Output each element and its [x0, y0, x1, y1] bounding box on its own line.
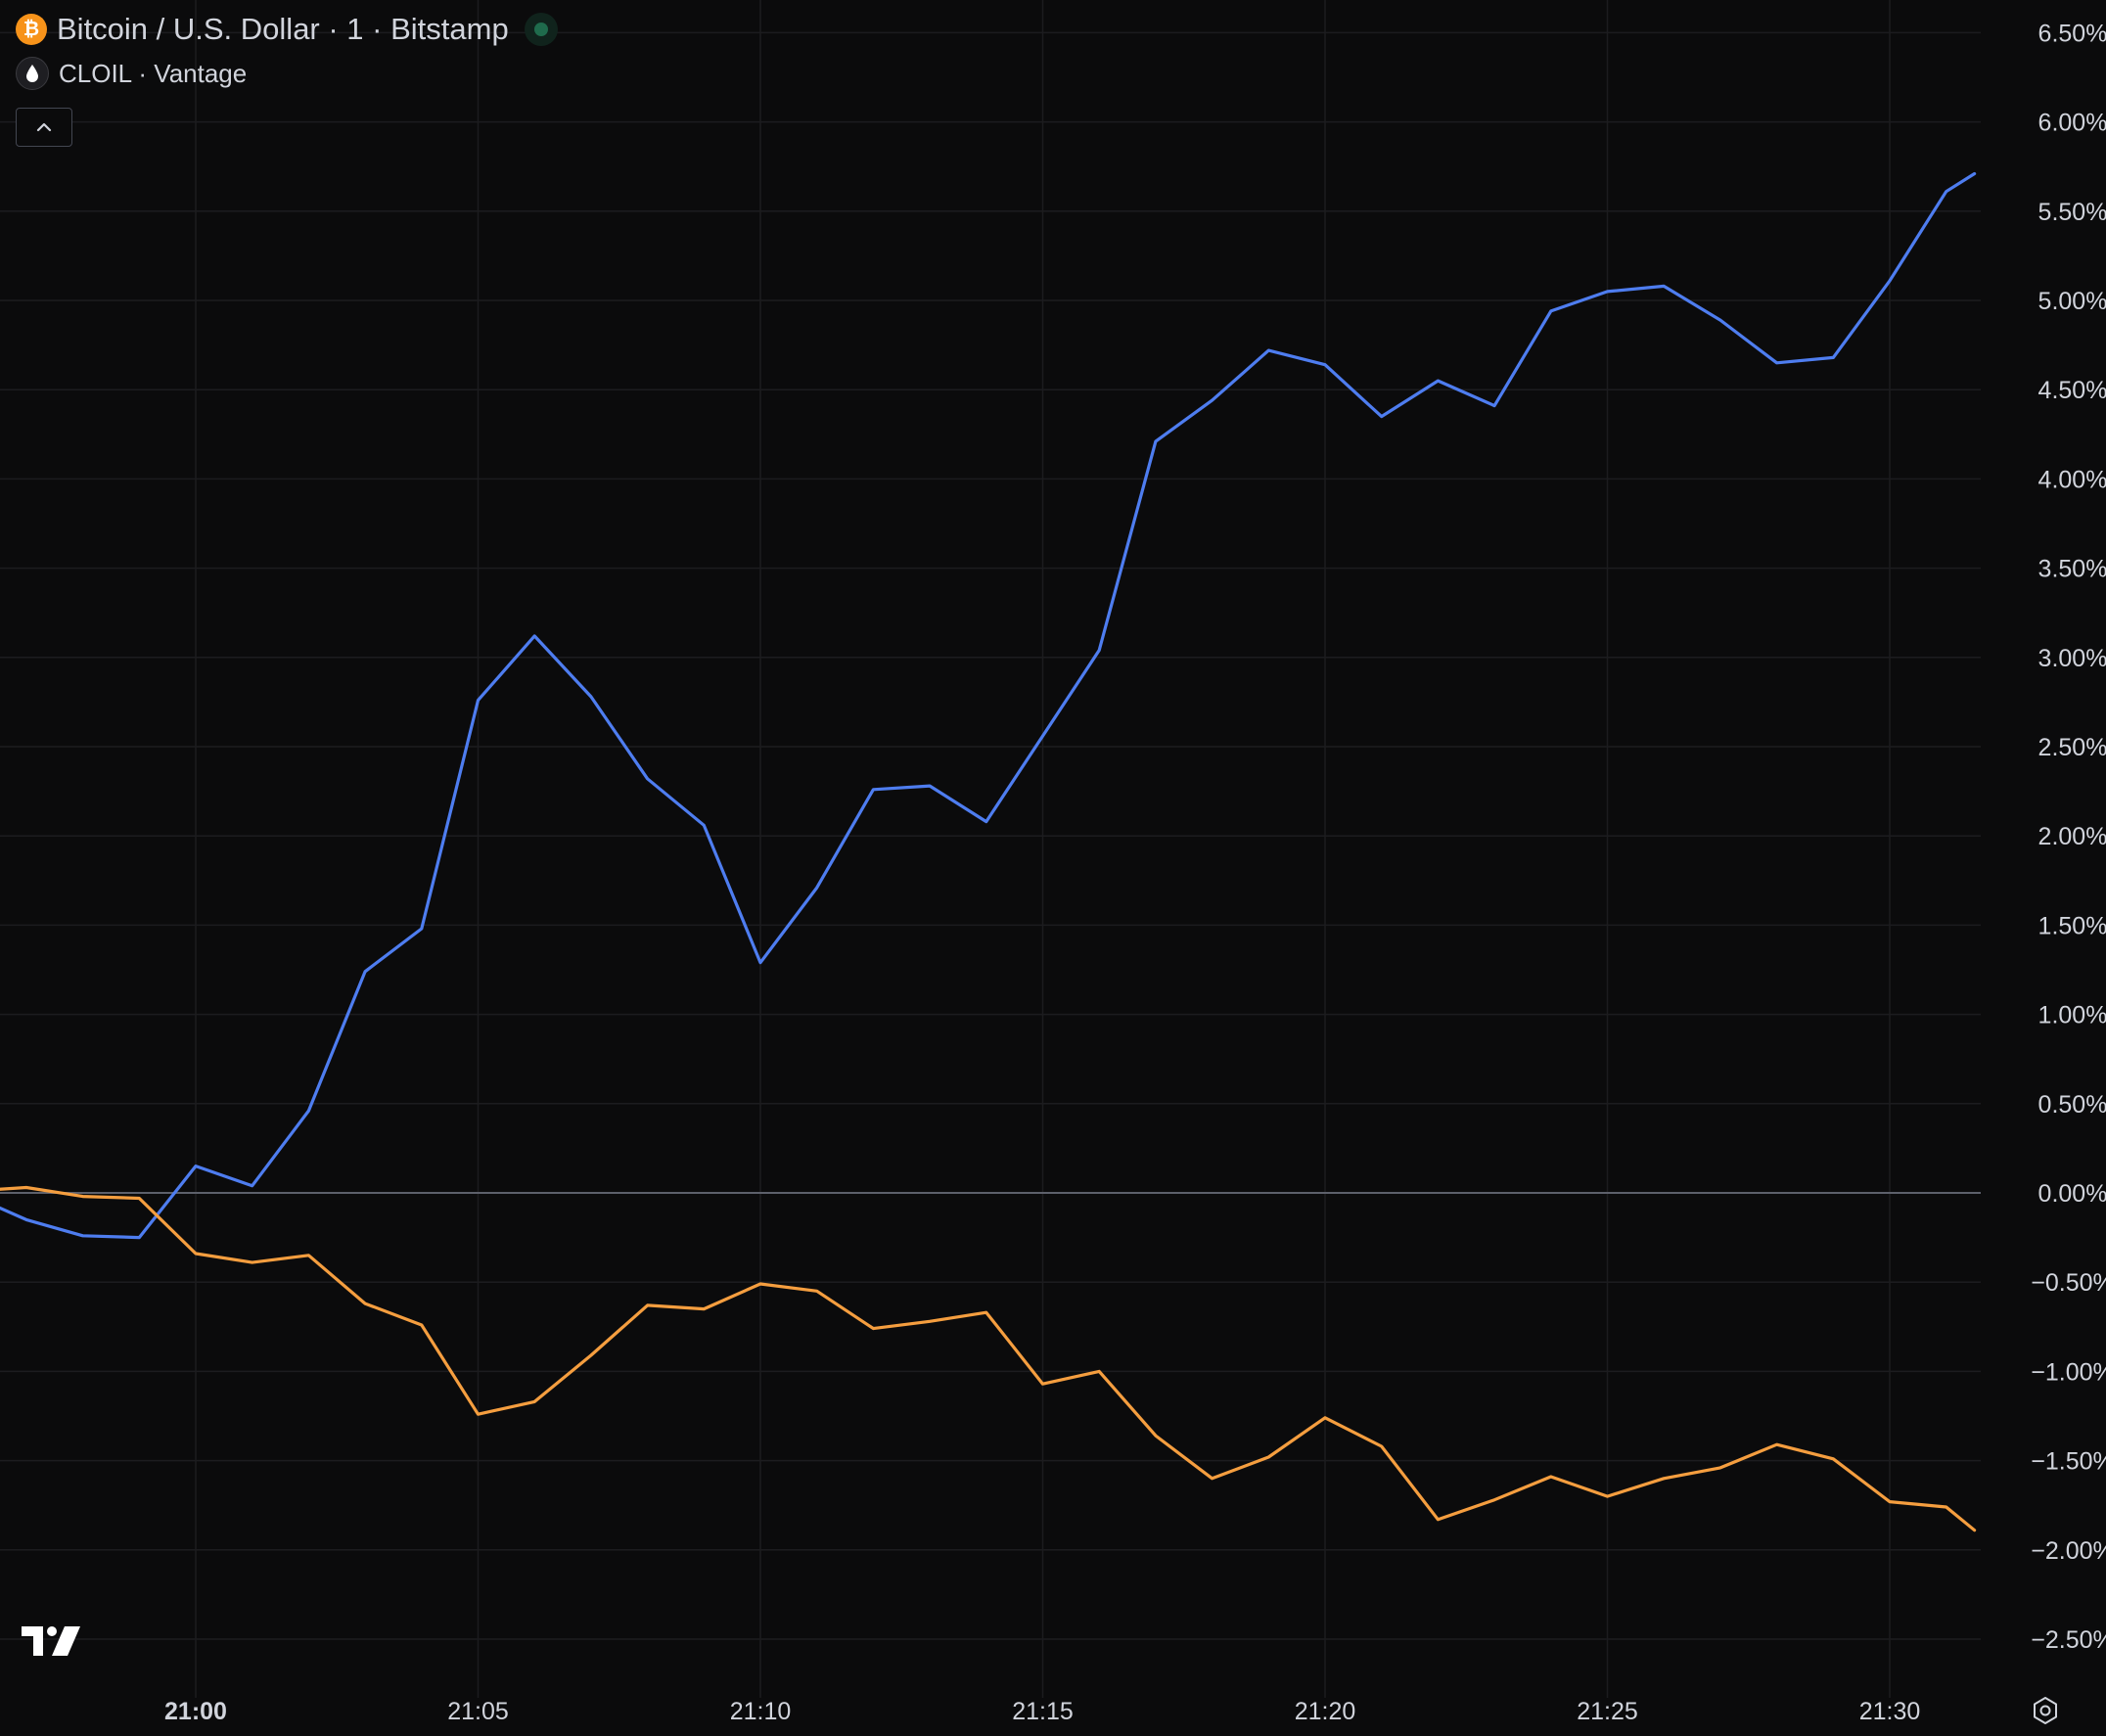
- cloil-series-line: [0, 1185, 1977, 1532]
- legend-main-series[interactable]: ₿ Bitcoin / U.S. Dollar · 1 · Bitstamp: [16, 10, 558, 49]
- x-tick-label: 21:30: [1859, 1698, 1921, 1725]
- y-tick-label: 4.50%: [2038, 377, 2106, 404]
- x-tick-label: 21:10: [730, 1698, 792, 1725]
- y-tick-label: 6.50%: [2038, 20, 2106, 47]
- chart-legend: ₿ Bitcoin / U.S. Dollar · 1 · Bitstamp C…: [16, 10, 558, 92]
- chevron-up-icon: [36, 122, 52, 132]
- btc-series-line: [0, 171, 1977, 1240]
- y-tick-label: 6.00%: [2038, 110, 2106, 137]
- tradingview-logo[interactable]: [22, 1624, 82, 1663]
- collapse-legend-button[interactable]: [16, 108, 72, 147]
- x-tick-label: 21:00: [164, 1698, 227, 1725]
- y-tick-label: 0.00%: [2038, 1180, 2106, 1208]
- settings-button[interactable]: [2028, 1693, 2063, 1728]
- compare-series-title[interactable]: CLOIL · Vantage: [59, 58, 248, 88]
- y-tick-label: 1.00%: [2038, 1002, 2106, 1029]
- grid-lines: [0, 0, 1981, 1698]
- y-axis: 6.50% 6.00% 5.50% 5.00% 4.50% 4.00% 3.50% 3.00%…: [2031, 20, 2106, 1654]
- main-series-title[interactable]: Bitcoin / U.S. Dollar · 1 · Bitstamp: [57, 12, 509, 46]
- y-tick-label: −1.00%: [2031, 1358, 2106, 1386]
- y-tick-label: 1.50%: [2038, 912, 2106, 939]
- y-tick-label: 0.50%: [2038, 1091, 2106, 1119]
- oil-drop-icon: [16, 57, 49, 90]
- x-tick-label: 21:05: [447, 1698, 509, 1725]
- settings-icon: [2034, 1697, 2057, 1724]
- y-tick-label: 2.00%: [2038, 823, 2106, 850]
- y-tick-label: 5.50%: [2038, 199, 2106, 226]
- legend-compare-series[interactable]: CLOIL · Vantage: [16, 55, 558, 92]
- market-status-icon[interactable]: [524, 13, 558, 46]
- x-tick-label: 21:15: [1012, 1698, 1074, 1725]
- x-tick-label: 21:20: [1295, 1698, 1356, 1725]
- status-dot: [533, 23, 548, 36]
- y-tick-label: 3.00%: [2038, 645, 2106, 672]
- x-axis: 21:00 21:05 21:10 21:15 21:20 21:25 21:30: [164, 1698, 1920, 1725]
- bitcoin-icon: ₿: [16, 14, 47, 45]
- y-tick-label: −1.50%: [2031, 1448, 2106, 1476]
- series-lines: [0, 171, 1977, 1532]
- y-tick-label: 5.00%: [2038, 288, 2106, 315]
- y-tick-label: −2.50%: [2031, 1626, 2106, 1654]
- y-tick-label: 4.00%: [2038, 466, 2106, 493]
- y-tick-label: −2.00%: [2031, 1537, 2106, 1565]
- y-tick-label: −0.50%: [2031, 1269, 2106, 1297]
- x-tick-label: 21:25: [1577, 1698, 1638, 1725]
- y-tick-label: 2.50%: [2038, 734, 2106, 761]
- y-tick-label: 3.50%: [2038, 556, 2106, 583]
